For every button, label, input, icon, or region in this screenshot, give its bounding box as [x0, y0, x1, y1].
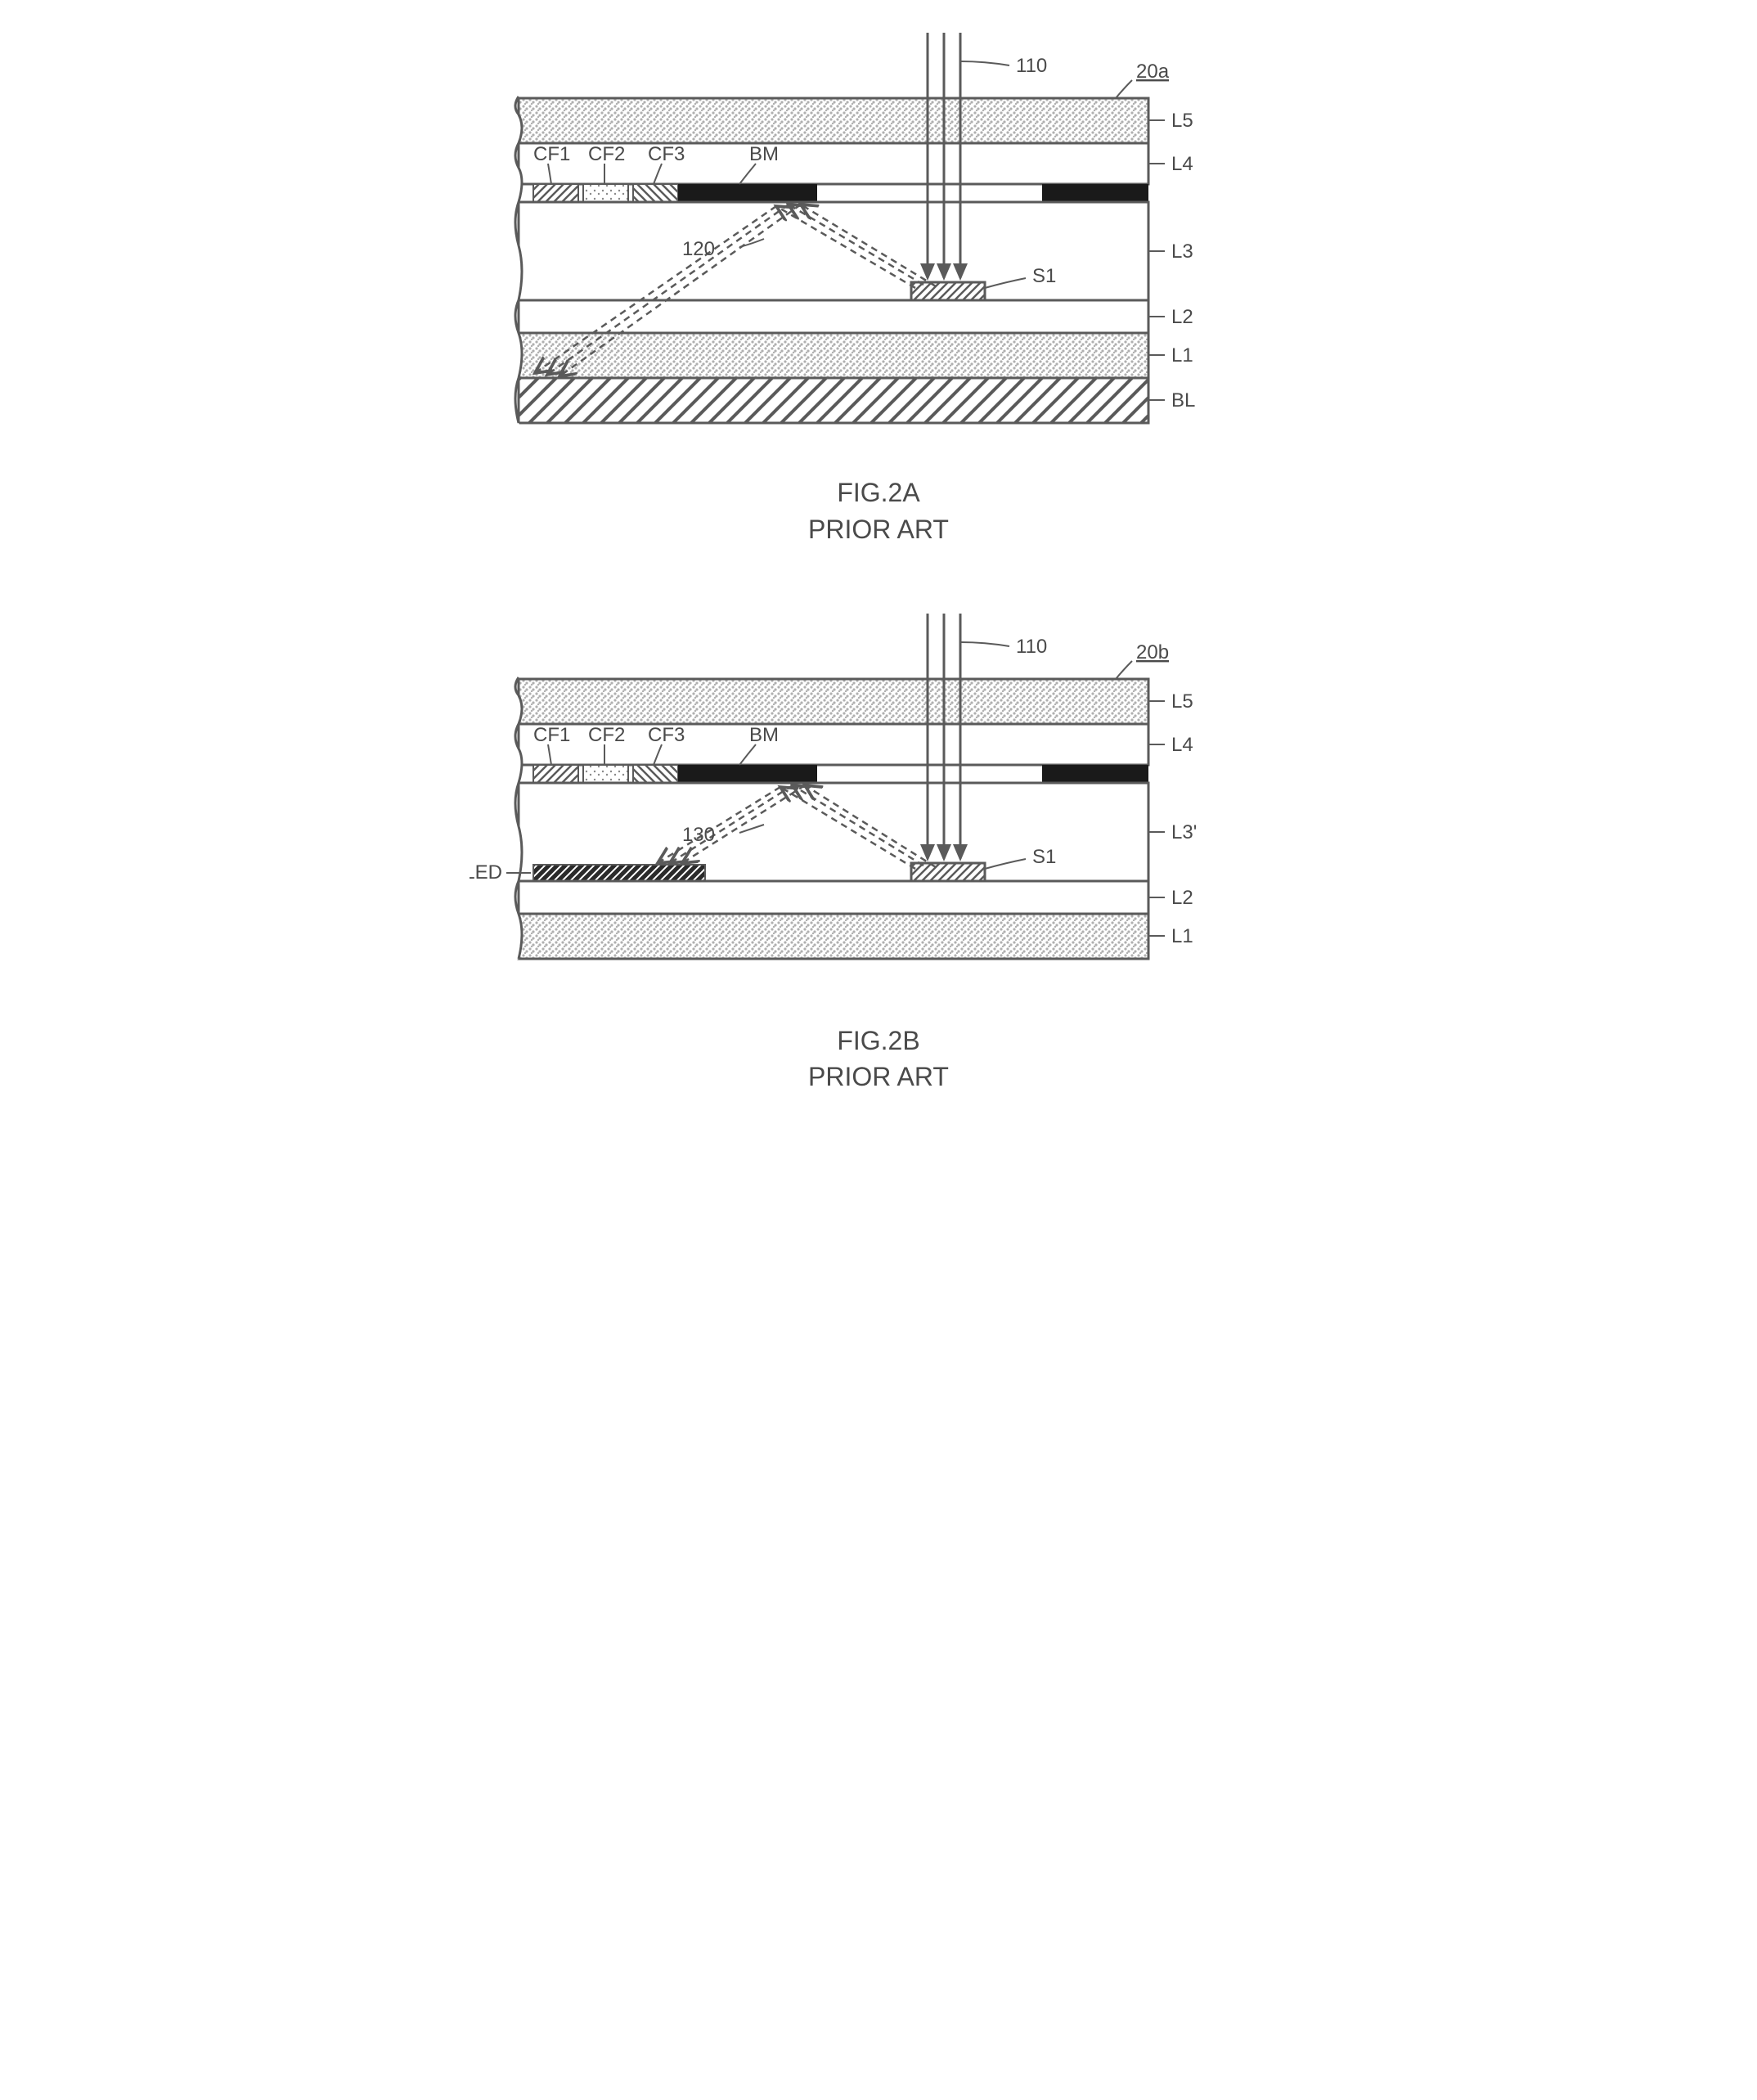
caption-2b-line2: PRIOR ART — [470, 1059, 1287, 1095]
label-ref-a: 20a — [1136, 61, 1170, 83]
label-cf1: CF1 — [533, 724, 570, 746]
layer-bl — [519, 378, 1148, 423]
bm-left — [678, 765, 817, 783]
layer-l1 — [519, 914, 1148, 959]
cf3 — [633, 184, 678, 202]
layer-l2 — [519, 300, 1148, 333]
cf1 — [533, 184, 578, 202]
cf3 — [633, 765, 678, 783]
label-bm: BM — [749, 724, 779, 746]
label-l5: L5 — [1171, 690, 1193, 713]
label-bl: BL — [1171, 389, 1195, 411]
cf1 — [533, 765, 578, 783]
label-l3: L3 — [1171, 241, 1193, 263]
bm-left — [678, 184, 817, 202]
label-s1: S1 — [1032, 846, 1056, 868]
label-cf2: CF2 — [588, 724, 625, 746]
label-cf3: CF3 — [648, 724, 685, 746]
figure-2a: 110 120 CF1 CF2 — [470, 33, 1287, 548]
label-110: 110 — [1016, 55, 1047, 77]
label-cf3: CF3 — [648, 143, 685, 165]
caption-2a-line1: FIG.2A — [470, 474, 1287, 511]
label-s1: S1 — [1032, 265, 1056, 287]
oled — [533, 865, 705, 881]
layer-l5 — [519, 98, 1148, 143]
label-l3p: L3' — [1171, 821, 1197, 843]
caption-2b: FIG.2B PRIOR ART — [470, 1023, 1287, 1096]
label-cf1: CF1 — [533, 143, 570, 165]
cf2 — [583, 184, 628, 202]
label-l4: L4 — [1171, 153, 1193, 175]
cf2 — [583, 765, 628, 783]
caption-2a: FIG.2A PRIOR ART — [470, 474, 1287, 548]
layer-l2 — [519, 881, 1148, 914]
svg-2b: 110 130 CF1 CF2 CF3 BM — [470, 614, 1287, 1006]
caption-2b-line1: FIG.2B — [470, 1023, 1287, 1059]
bm-right — [1042, 184, 1148, 202]
label-l1: L1 — [1171, 344, 1193, 366]
diagram-2b: 110 130 CF1 CF2 CF3 BM — [470, 614, 1287, 1006]
cf-bm-row — [533, 765, 1148, 783]
bm-right — [1042, 765, 1148, 783]
label-110: 110 — [1016, 636, 1047, 658]
label-l2: L2 — [1171, 887, 1193, 909]
label-ref-b: 20b — [1136, 641, 1169, 663]
label-120: 120 — [682, 238, 715, 260]
label-l4: L4 — [1171, 734, 1193, 756]
layer-l5 — [519, 679, 1148, 724]
cf-bm-row — [533, 184, 1148, 202]
caption-2a-line2: PRIOR ART — [470, 511, 1287, 548]
layer-l1 — [519, 333, 1148, 378]
figure-2b: 110 130 CF1 CF2 CF3 BM — [470, 614, 1287, 1096]
label-bm: BM — [749, 143, 779, 165]
label-130: 130 — [682, 824, 715, 846]
label-l5: L5 — [1171, 110, 1193, 132]
svg-2a: 110 120 CF1 CF2 — [470, 33, 1287, 458]
label-l1: L1 — [1171, 925, 1193, 947]
label-oled: OLED — [470, 861, 502, 884]
diagram-2a: 110 120 CF1 CF2 — [470, 33, 1287, 458]
label-cf2: CF2 — [588, 143, 625, 165]
label-l2: L2 — [1171, 306, 1193, 328]
